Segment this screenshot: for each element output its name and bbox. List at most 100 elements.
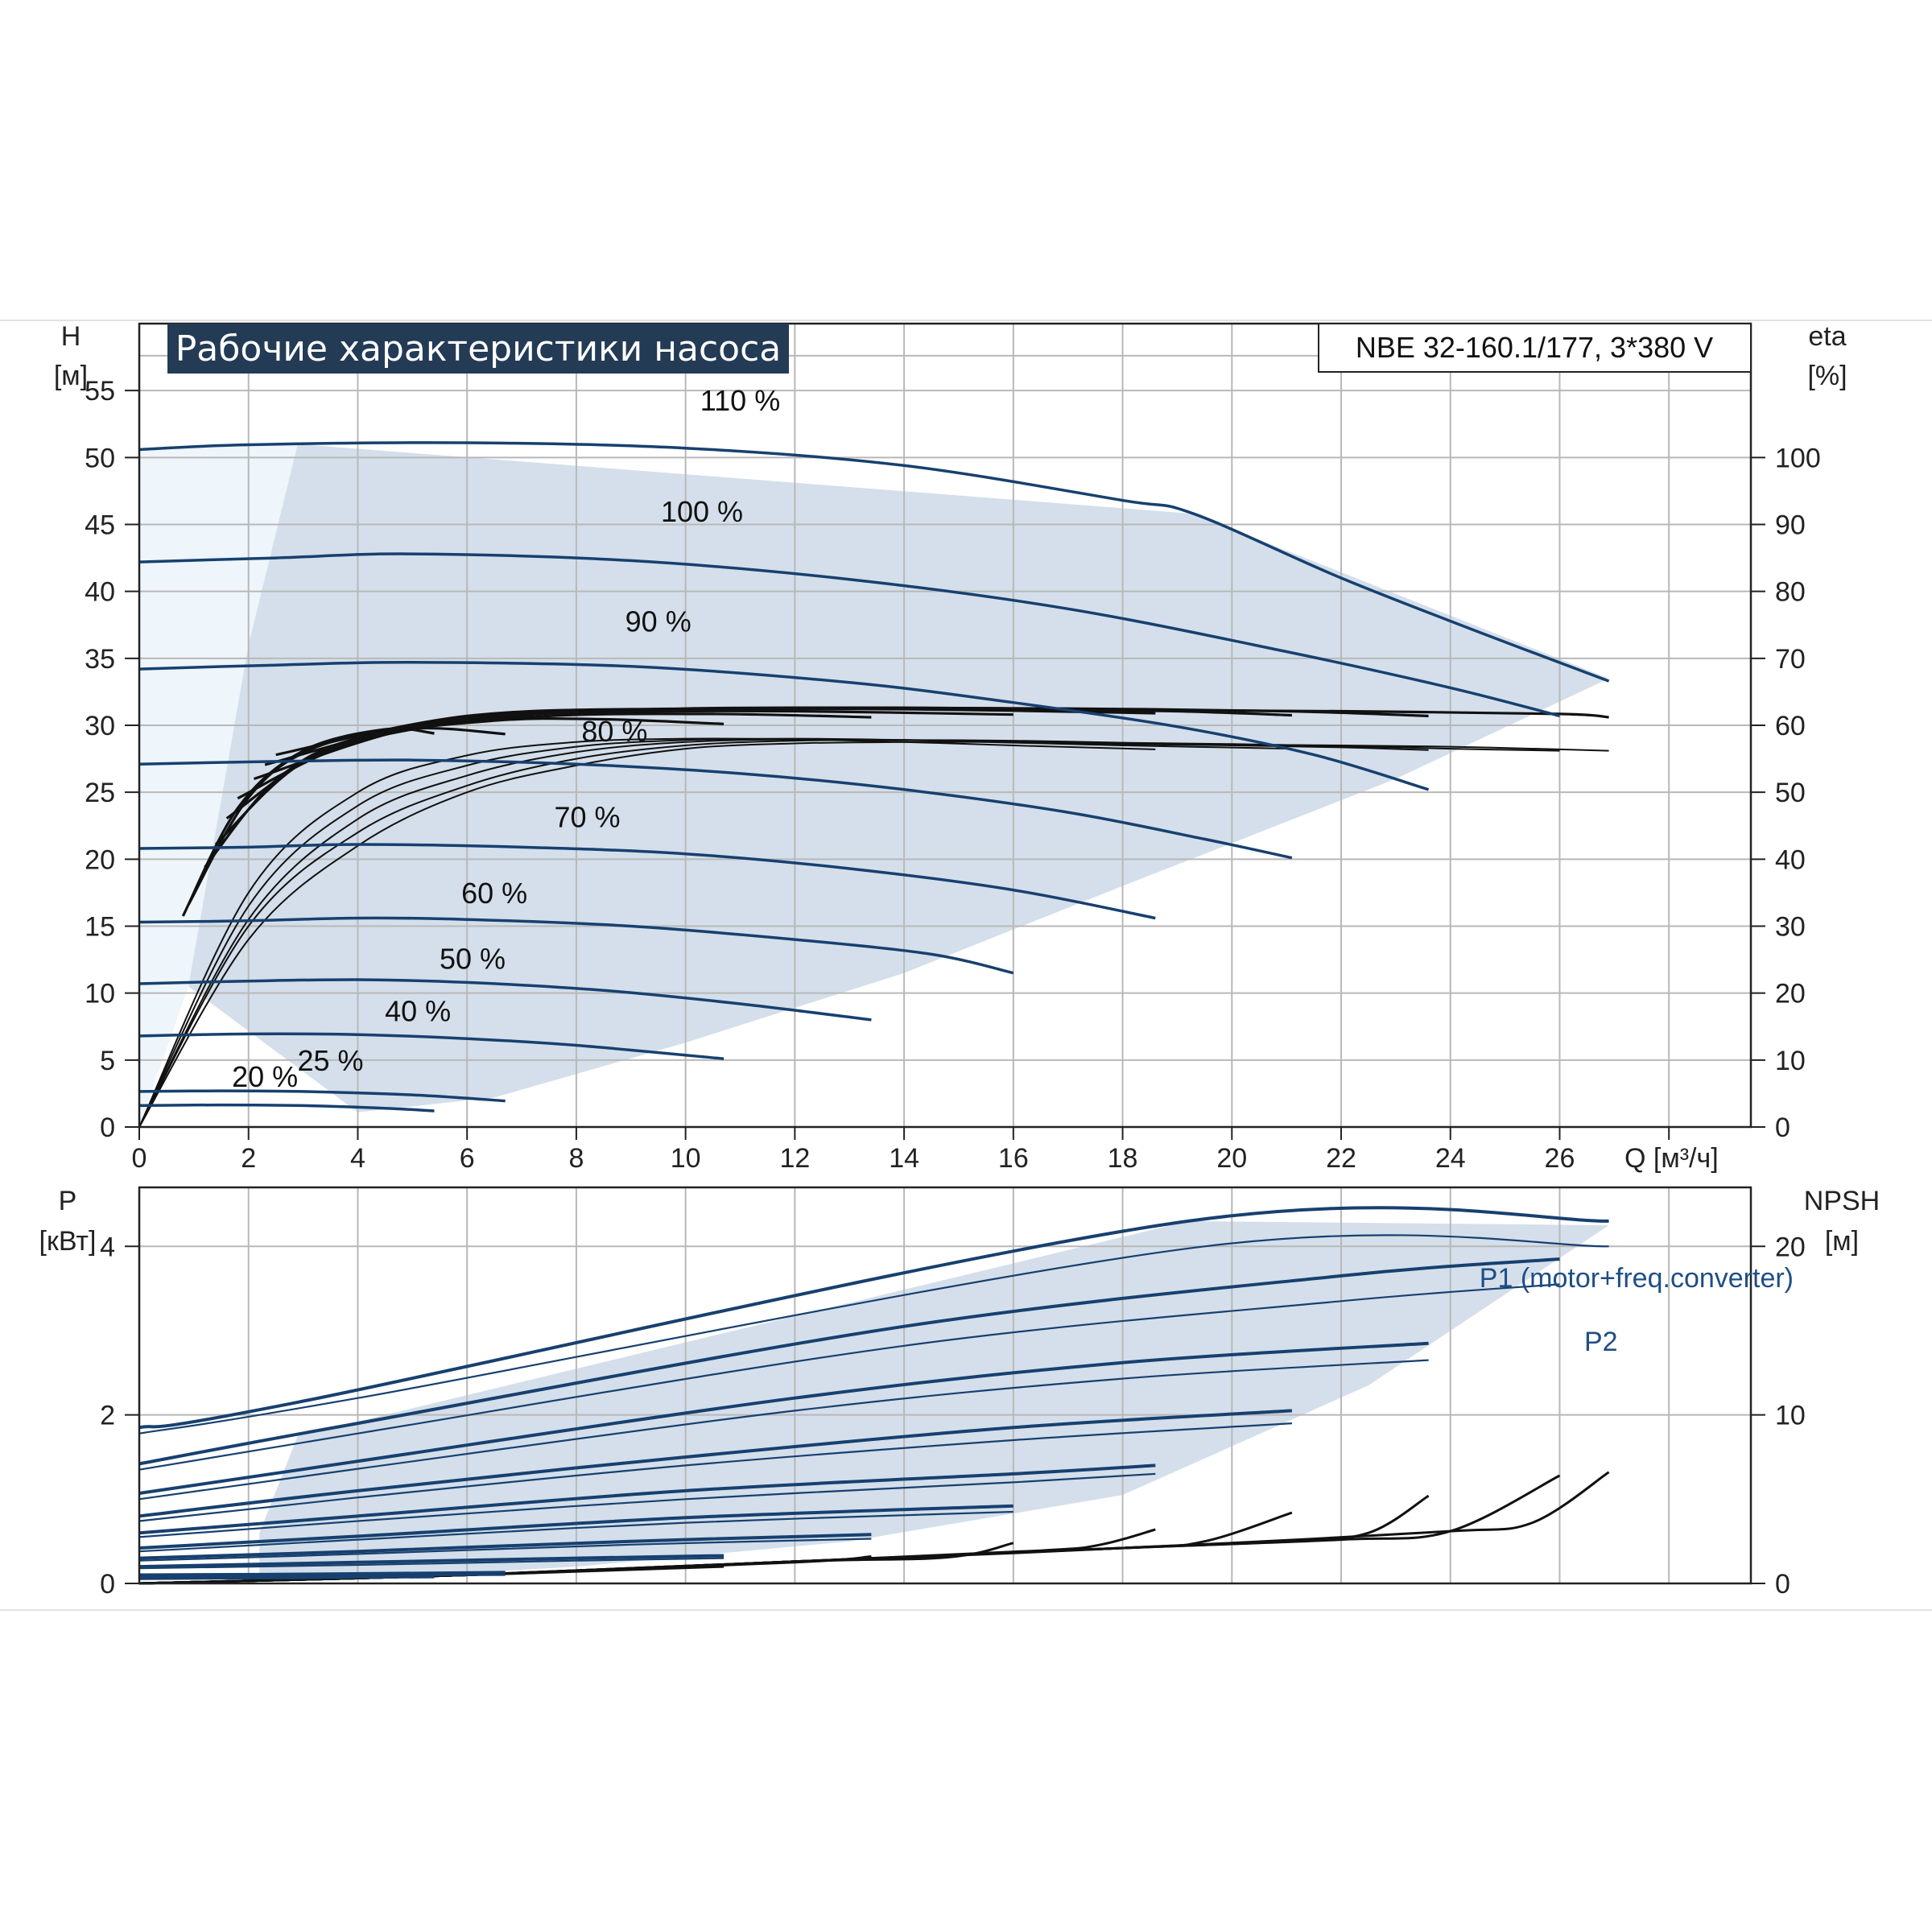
curve-label-80: 80 %	[581, 715, 647, 748]
y-tick-label: 50	[85, 443, 115, 473]
head-curve-labels: 110 % 100 % 90 % 80 % 70 % 60 % 50 % 40 % 25 %20…	[232, 384, 780, 1093]
head-chart: 110 %100 %90 %80 %70 %60 %50 %40 %25 %20…	[54, 321, 1847, 1174]
power-curve-p1-40	[138, 1554, 724, 1569]
efficiency-curve-70	[138, 737, 1156, 1128]
eta-tick-label: 80	[1775, 577, 1806, 608]
y-tick-label: 10	[85, 979, 115, 1009]
npsh-axis-unit: [м]	[1825, 1226, 1859, 1257]
power-tick-label: 0	[100, 1569, 115, 1600]
x-tick-label: 24	[1435, 1143, 1466, 1174]
power-curve-p1-100	[138, 1257, 1560, 1466]
head-curve-20	[138, 1103, 435, 1113]
eta-tick-label: 100	[1775, 443, 1821, 473]
npsh-tick-label: 0	[1775, 1569, 1790, 1600]
head-curve-110	[138, 441, 1610, 683]
flow-axis-label: Q [м³/ч]	[1624, 1143, 1719, 1174]
power-chart: 0 2 4 0 10 20 P [кВт] NPSH [м] P1 (motor+fre…	[39, 1186, 1880, 1600]
power-curve-p2-50	[138, 1538, 872, 1562]
x-tick-label: 2	[241, 1143, 256, 1174]
curve-label-20: 20 %	[232, 1060, 298, 1093]
x-tick-label: 6	[460, 1143, 475, 1174]
chart-title-box	[167, 324, 789, 374]
x-tick-label: 10	[671, 1143, 701, 1174]
power-curve-p1-50	[138, 1533, 872, 1560]
power-curve-p1-25	[138, 1571, 506, 1577]
power-operating-area	[259, 1220, 1609, 1581]
x-tick-label: 12	[779, 1143, 810, 1174]
head-curve-70	[138, 843, 1156, 920]
npsh-y-axis: 0 10 20	[1751, 1232, 1806, 1600]
y-tick-label: 35	[85, 644, 115, 675]
head-curve-100	[138, 552, 1560, 718]
power-curve-p2-40	[138, 1557, 724, 1570]
curve-label-100: 100 %	[661, 495, 743, 528]
power-curves	[138, 1206, 1609, 1580]
flow-x-axis: 0 2 4 6 8 10 12 14 16 18 20 22 24 26	[132, 1127, 1670, 1174]
eta-tick-label: 0	[1775, 1113, 1790, 1143]
x-tick-label: 8	[568, 1143, 584, 1174]
head-y-axis: 0 5 10 15 20 25 30 35 40 45 50 55	[85, 376, 139, 1143]
eta-tick-label: 50	[1775, 778, 1806, 808]
operating-region	[188, 444, 1609, 1113]
head-curve-40	[138, 1032, 724, 1060]
power-curve-p1-60	[138, 1504, 1013, 1550]
efficiency-curve-eta-head-50	[214, 712, 872, 846]
npsh-tick-label: 10	[1775, 1401, 1806, 1431]
y-tick-label: 20	[85, 844, 115, 875]
efficiency-curve-90	[138, 738, 1429, 1128]
power-axis-title: P	[59, 1186, 77, 1216]
power-tick-label: 4	[100, 1232, 115, 1262]
curve-label-60: 60 %	[461, 877, 527, 910]
x-tick-label: 14	[889, 1143, 919, 1174]
power-curve-p2-25	[138, 1574, 506, 1578]
efficiency-curve-eta-head-25	[187, 726, 506, 906]
curve-label-40: 40 %	[385, 995, 451, 1028]
npsh-axis-title: NPSH	[1804, 1186, 1880, 1216]
eta-axis-title: eta	[1808, 321, 1846, 352]
eta-tick-label: 90	[1775, 510, 1806, 541]
chart-title: Рабочие характеристики насоса	[175, 328, 781, 369]
power-curve-p1-110	[138, 1206, 1609, 1430]
curve-label-90: 90 %	[625, 605, 691, 638]
y-tick-label: 30	[85, 711, 115, 741]
power-curve-p1-80	[138, 1409, 1293, 1518]
power-plot-frame	[138, 1186, 1752, 1585]
x-tick-label: 20	[1216, 1143, 1247, 1174]
eta-y-axis: 0 10 20 30 40 50 60 70 80 90 100	[1751, 443, 1821, 1143]
eta-tick-label: 10	[1775, 1046, 1806, 1076]
x-tick-label: 22	[1326, 1143, 1356, 1174]
curve-label-110: 110 %	[700, 384, 780, 417]
power-axis-unit: [кВт]	[39, 1226, 97, 1257]
head-curve-80	[138, 758, 1293, 860]
y-tick-label: 55	[85, 376, 115, 407]
head-axis-title: H	[61, 321, 81, 352]
y-tick-label: 45	[85, 510, 115, 541]
y-tick-label: 15	[85, 912, 115, 943]
head-axis-unit: [м]	[54, 361, 88, 391]
head-curve-90	[138, 661, 1430, 791]
x-tick-label: 26	[1545, 1143, 1575, 1174]
power-curve-p1-90	[138, 1341, 1429, 1495]
p2-series-label: P2	[1584, 1327, 1618, 1357]
head-curve-50	[138, 978, 872, 1022]
head-curve-60	[138, 916, 1014, 975]
eta-tick-label: 20	[1775, 979, 1806, 1009]
power-curve-p2-90	[138, 1359, 1429, 1501]
curve-label-70: 70 %	[554, 800, 620, 833]
eta-axis-unit: [%]	[1807, 361, 1847, 391]
eta-tick-label: 60	[1775, 711, 1806, 741]
head-curve-25	[138, 1089, 506, 1103]
head-grid	[139, 324, 1751, 1127]
y-tick-label: 40	[85, 577, 115, 608]
efficiency-curve-110	[138, 741, 1609, 1128]
y-tick-label: 0	[100, 1113, 115, 1143]
model-box	[1318, 323, 1752, 373]
efficiency-curve-eta-head-40	[204, 717, 724, 869]
power-curve-p2-100	[138, 1283, 1560, 1471]
eta-tick-label: 70	[1775, 644, 1806, 675]
x-tick-label: 4	[350, 1143, 365, 1174]
power-curve-p1-20	[138, 1575, 435, 1580]
power-curve-p1-70	[138, 1463, 1156, 1535]
x-tick-label: 16	[998, 1143, 1029, 1174]
